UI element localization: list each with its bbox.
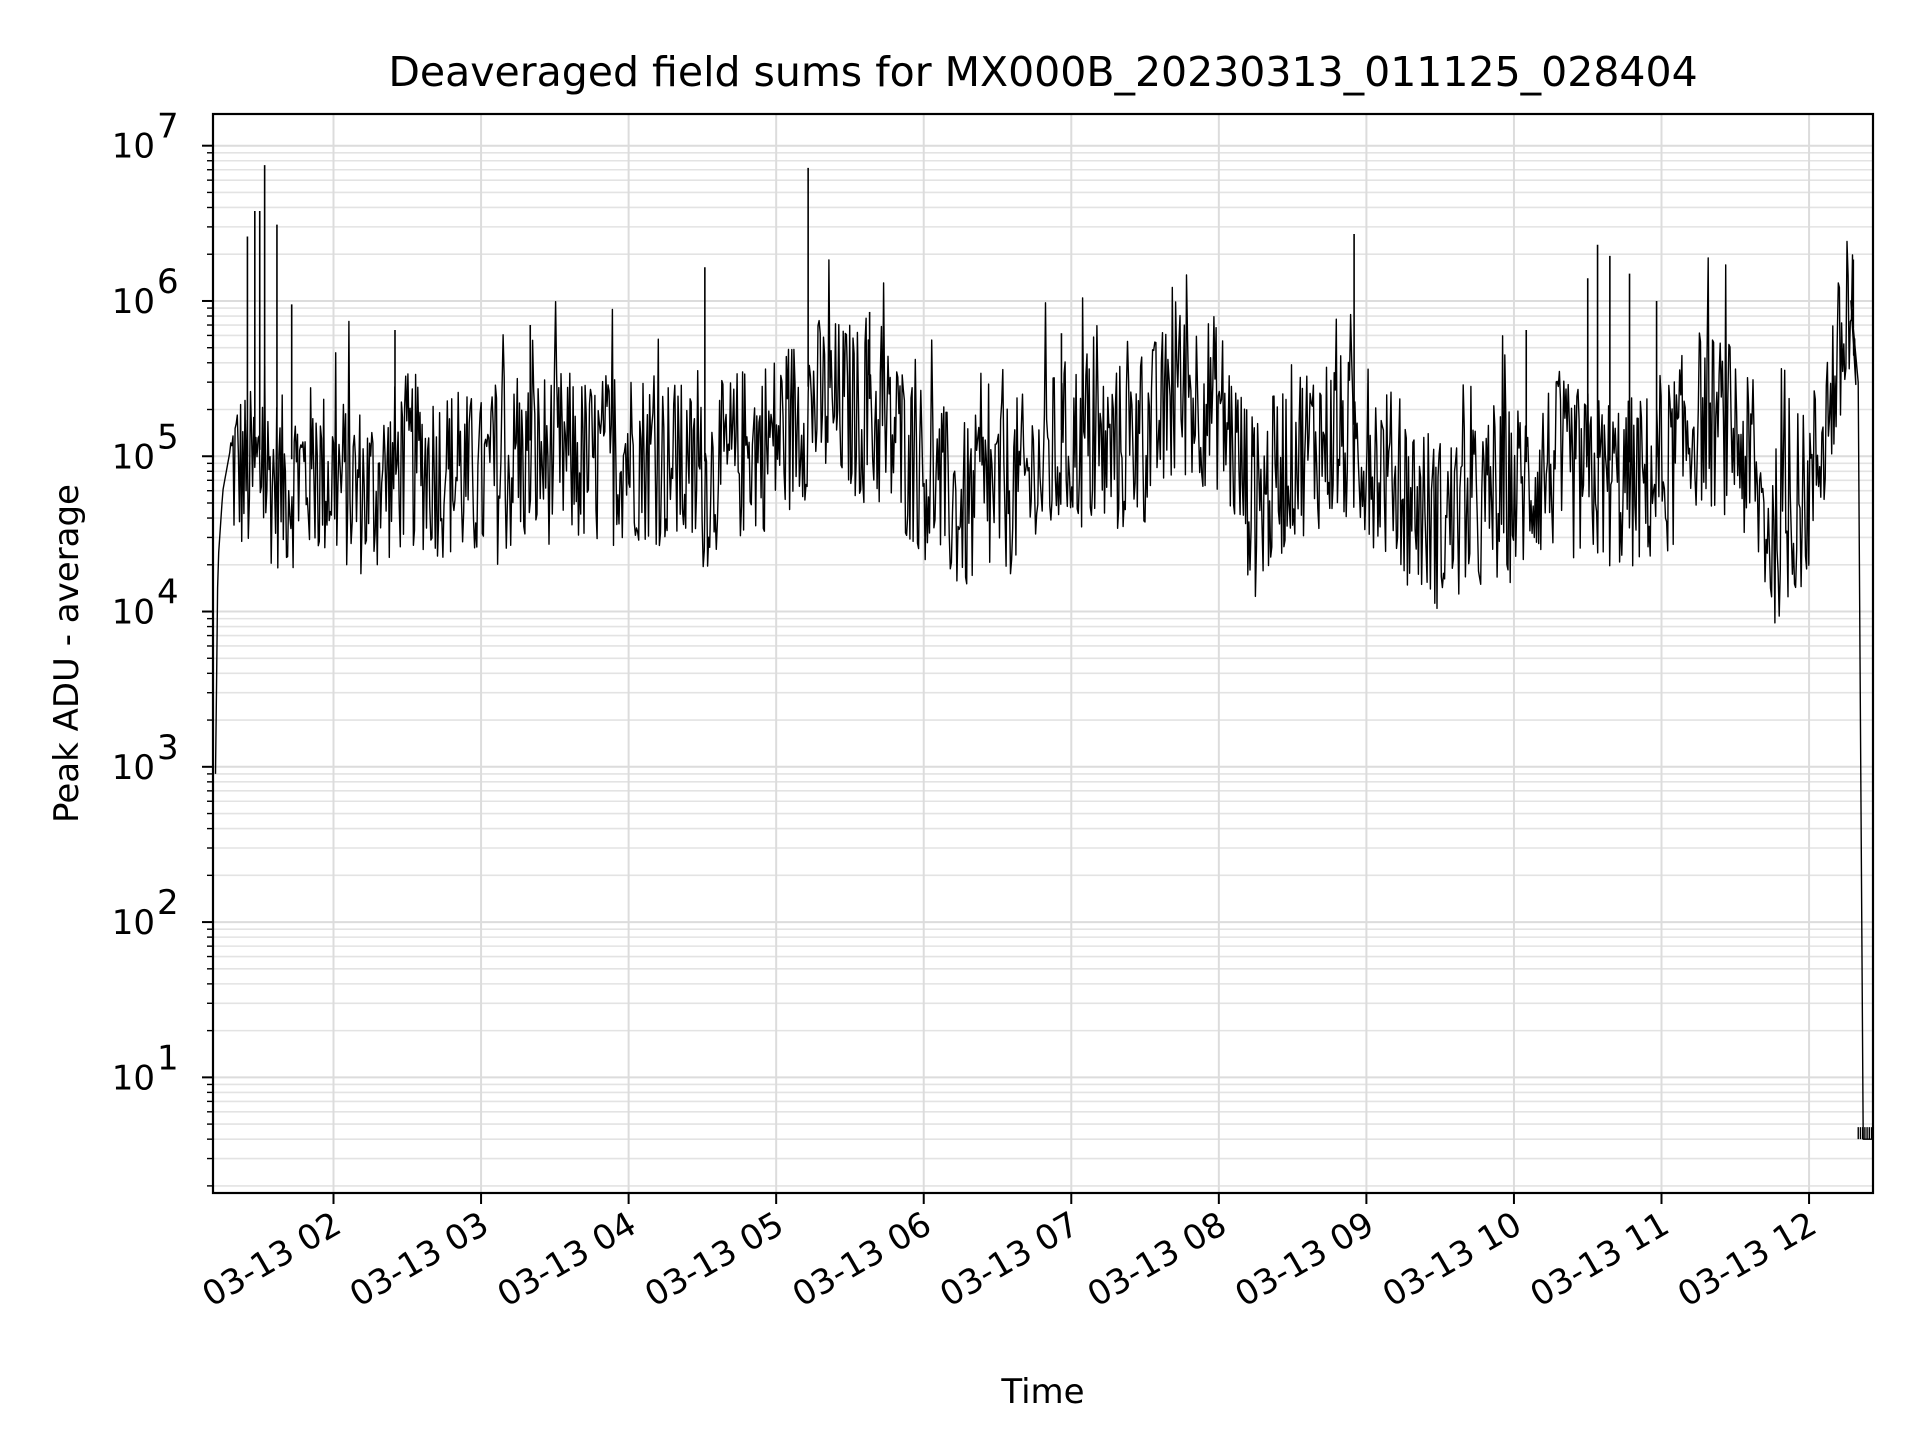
y-tick-label: 10	[112, 127, 155, 167]
y-tick-label: 10	[112, 748, 155, 788]
y-tick-label-exponent: 1	[157, 1038, 179, 1078]
y-axis-label: Peak ADU - average	[47, 484, 87, 823]
y-tick-label: 10	[112, 437, 155, 477]
y-tick-label: 10	[112, 593, 155, 633]
y-tick-label-exponent: 5	[157, 417, 179, 457]
y-tick-label: 10	[112, 903, 155, 943]
y-tick-label-exponent: 6	[157, 262, 179, 302]
plot-frame	[211, 112, 1875, 1195]
data-series-line	[214, 240, 1873, 1140]
y-tick-label: 10	[112, 282, 155, 322]
series-layer	[214, 165, 1873, 1140]
y-tick-label-exponent: 4	[157, 573, 179, 613]
x-axis-label: Time	[1000, 1372, 1084, 1412]
y-tick-label-exponent: 2	[157, 883, 179, 923]
chart-title: Deaveraged field sums for MX000B_2023031…	[388, 48, 1697, 96]
y-tick-label-exponent: 3	[157, 728, 179, 768]
y-tick-label-exponent: 7	[157, 107, 179, 147]
y-tick-label: 10	[112, 1058, 155, 1098]
